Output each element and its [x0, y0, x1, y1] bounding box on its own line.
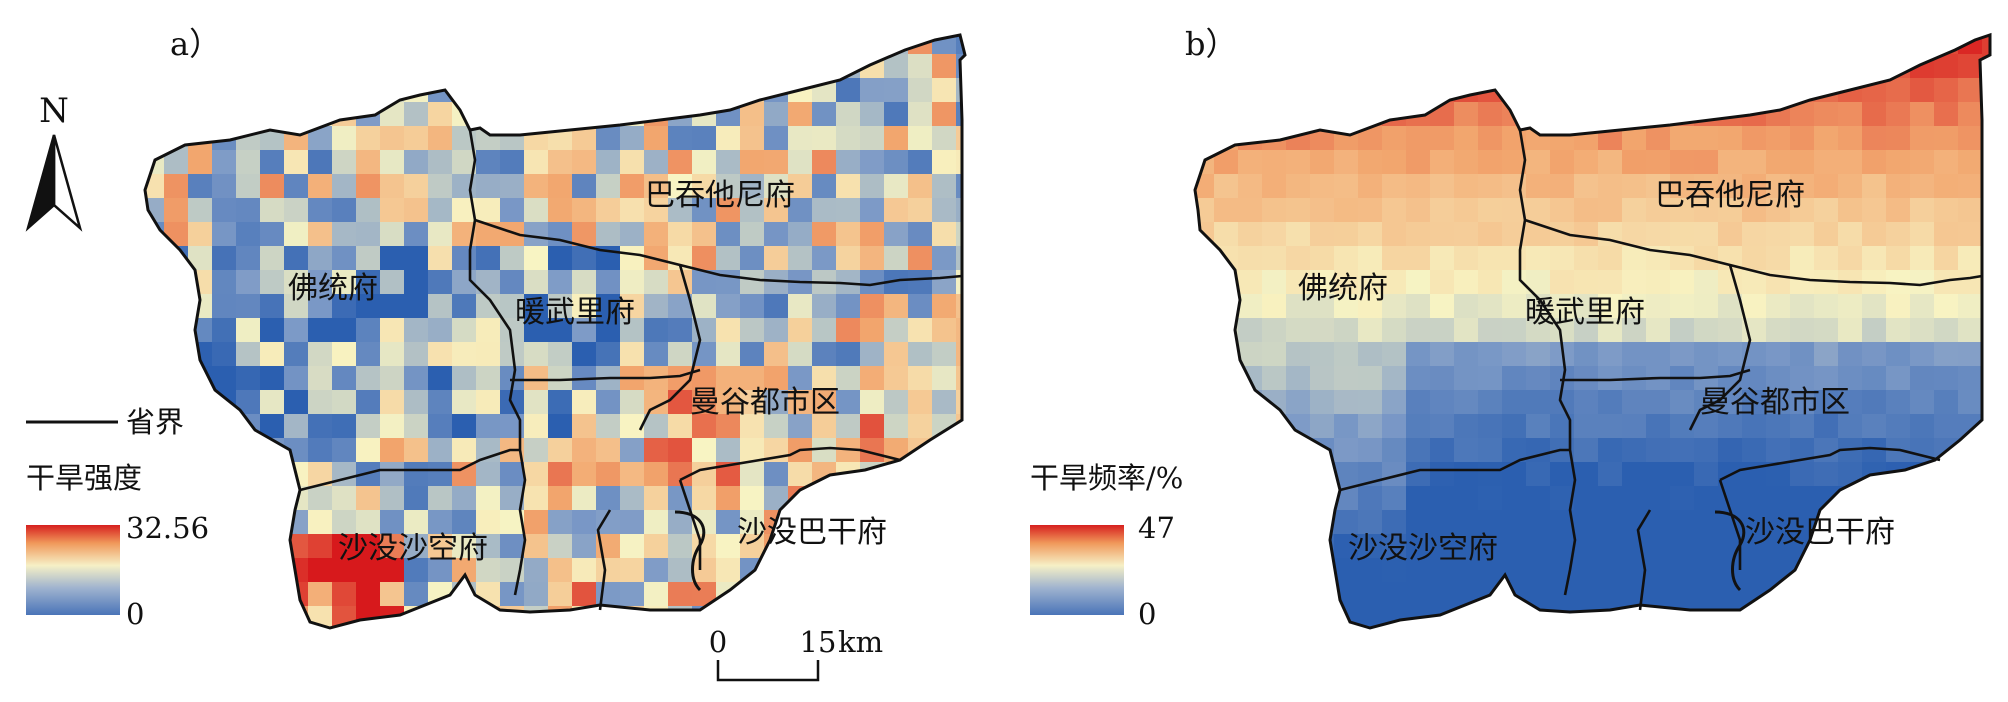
legend-max-b: 47 [1138, 511, 1175, 545]
boundary-legend-label: 省界 [126, 405, 184, 439]
color-legend-a: 干旱强度 32.56 0 [26, 461, 209, 631]
label-nuanwuli-b: 暖武里府 [1525, 295, 1645, 330]
label-samutprakan-b: 沙没巴干府 [1745, 515, 1895, 550]
scale-unit: km [838, 625, 883, 659]
coastline-inlet-b [1714, 510, 1746, 592]
north-arrow-icon: N [25, 91, 83, 232]
label-samutsakhon-b: 沙没沙空府 [1348, 531, 1498, 566]
legend-min-b: 0 [1138, 597, 1156, 631]
coastline-inlet-a [674, 510, 706, 592]
panel-label-b: b） [1185, 25, 1238, 63]
legend-title-b: 干旱频率/% [1030, 461, 1183, 495]
scale-end: 15 [800, 625, 837, 659]
label-samutsakhon-a: 沙没沙空府 [338, 531, 488, 566]
legend-min-a: 0 [126, 597, 144, 631]
label-nuanwuli-a: 暖武里府 [515, 295, 635, 330]
label-bassac-a: 巴吞他尼府 [645, 178, 795, 213]
map-panel-a: 巴吞他尼府 佛统府 暖武里府 曼谷都市区 沙没沙空府 沙没巴干府 a） [143, 25, 967, 630]
color-legend-b: 干旱频率/% 47 0 [1030, 461, 1183, 631]
map-panel-b: 巴吞他尼府 佛统府 暖武里府 曼谷都市区 沙没沙空府 沙没巴干府 b） [1185, 25, 1992, 630]
label-bangkok-a: 曼谷都市区 [690, 385, 840, 420]
label-bassac-b: 巴吞他尼府 [1655, 178, 1805, 213]
frequency-raster [1195, 35, 1990, 628]
province-boundaries-b [1339, 129, 1983, 611]
panel-label-a: a） [170, 25, 221, 63]
label-futong-b: 佛统府 [1298, 271, 1388, 306]
label-bangkok-b: 曼谷都市区 [1700, 385, 1850, 420]
label-futong-a: 佛统府 [288, 271, 378, 306]
svg-text:N: N [39, 91, 69, 131]
scale-bar: 0 15 km [709, 625, 883, 682]
intensity-raster [145, 35, 965, 628]
legend-max-a: 32.56 [126, 511, 209, 545]
boundary-legend: 省界 [26, 405, 184, 439]
scale-start: 0 [709, 625, 727, 659]
label-samutprakan-a: 沙没巴干府 [737, 515, 887, 550]
province-boundaries-a [299, 129, 963, 611]
legend-title-a: 干旱强度 [26, 461, 142, 495]
